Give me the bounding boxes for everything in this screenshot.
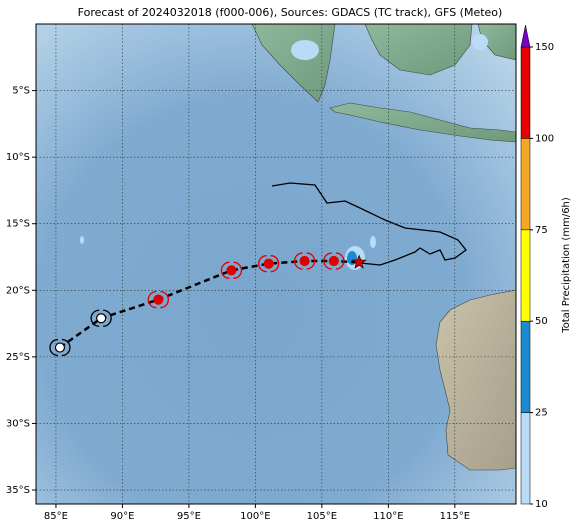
- precip-area: [80, 236, 84, 244]
- y-tick-label: 10°S: [6, 152, 30, 163]
- storm-arc: [90, 309, 112, 327]
- y-tick-label: 5°S: [12, 86, 30, 97]
- y-tick-label: 35°S: [6, 485, 30, 496]
- x-tick-label: 95°E: [177, 511, 201, 522]
- y-tick-label: 30°S: [6, 418, 30, 429]
- x-tick-label: 90°E: [110, 511, 134, 522]
- storm-arc: [323, 252, 345, 270]
- colorbar-tick-label: 10: [535, 499, 548, 510]
- storm-arc: [258, 255, 280, 273]
- colorbar-extend: [520, 24, 531, 48]
- colorbar-tick-label: 50: [535, 316, 548, 327]
- colorbar-tick-label: 100: [535, 133, 554, 144]
- precip-area: [370, 236, 376, 248]
- x-tick-label: 85°E: [44, 511, 68, 522]
- track-point: [153, 294, 164, 305]
- track-point: [96, 313, 107, 324]
- colorbar-segment: [520, 412, 531, 505]
- java: [329, 102, 516, 143]
- colorbar-label: Total Precipitation (mm/6h): [561, 197, 572, 334]
- storm-arc: [49, 338, 71, 357]
- colorbar-segment: [520, 46, 531, 139]
- x-tick-label: 105°E: [307, 511, 337, 522]
- track-point: [226, 265, 237, 276]
- x-tick-label: 100°E: [240, 511, 270, 522]
- colorbar-tick-label: 150: [535, 42, 554, 53]
- x-tick-label: 110°E: [373, 511, 403, 522]
- colorbar-segment: [520, 138, 531, 231]
- plot-frame: [35, 23, 517, 505]
- forecast-cone: [271, 182, 467, 266]
- track-point: [299, 255, 310, 267]
- track-point: [351, 254, 367, 269]
- storm-arc: [294, 252, 316, 270]
- storm-arc: [220, 261, 243, 279]
- precip-area: [472, 34, 488, 50]
- colorbar-segment: [520, 229, 531, 322]
- track-point: [263, 258, 274, 269]
- precip-area: [291, 40, 319, 60]
- y-tick-label: 25°S: [6, 352, 30, 363]
- colorbar-segment: [520, 320, 531, 413]
- y-tick-label: 20°S: [6, 285, 30, 296]
- track-point: [54, 342, 66, 353]
- land: [251, 24, 516, 471]
- y-tick-label: 15°S: [6, 219, 30, 230]
- storm-arc: [147, 290, 169, 309]
- map-title: Forecast of 2024032018 (f000-006), Sourc…: [78, 6, 503, 19]
- colorbar-tick-label: 75: [535, 225, 548, 236]
- australia: [435, 289, 516, 471]
- x-tick-label: 115°E: [440, 511, 470, 522]
- colorbar-tick-label: 25: [535, 408, 548, 419]
- track-point: [328, 255, 339, 267]
- borneo: [364, 24, 473, 76]
